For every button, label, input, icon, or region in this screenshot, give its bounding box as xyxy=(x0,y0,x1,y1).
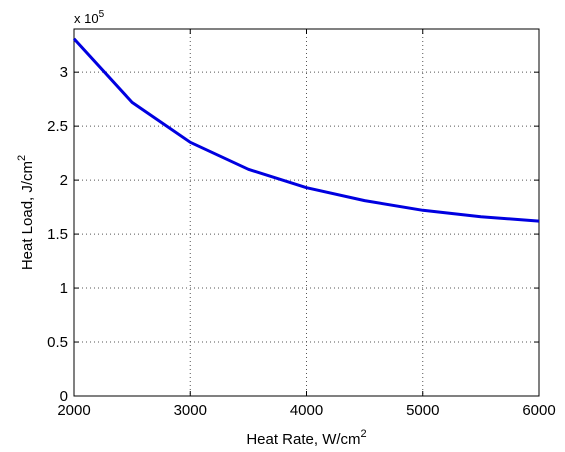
x-tick-label: 4000 xyxy=(290,402,323,419)
y-multiplier-label: x 105 xyxy=(74,9,105,26)
series-line xyxy=(72,37,540,223)
plot-area-frame xyxy=(73,28,540,397)
x-tick-label: 3000 xyxy=(174,402,207,419)
y-tick-label: 2.5 xyxy=(47,118,68,135)
x-tick-label: 2000 xyxy=(57,402,90,419)
y-tick-label: 0.5 xyxy=(47,334,68,351)
y-tick-label: 2 xyxy=(60,172,68,189)
x-tick-label: 6000 xyxy=(522,402,555,419)
grid xyxy=(74,29,539,396)
labels: 2000 3000 4000 5000 6000 0 0.5 1 1.5 2 2.5 3 Heat Ra… xyxy=(16,9,556,448)
y-tick-label: 1 xyxy=(60,280,68,297)
y-tick-label: 0 xyxy=(60,388,68,405)
x-tick-label: 5000 xyxy=(406,402,439,419)
ticks xyxy=(73,29,540,397)
y-tick-label: 3 xyxy=(60,64,68,81)
series xyxy=(72,37,540,223)
y-axis-label: Heat Load, J/cm2 xyxy=(16,155,36,270)
x-axis-label: Heat Rate, W/cm2 xyxy=(246,428,366,448)
y-tick-label: 1.5 xyxy=(47,226,68,243)
